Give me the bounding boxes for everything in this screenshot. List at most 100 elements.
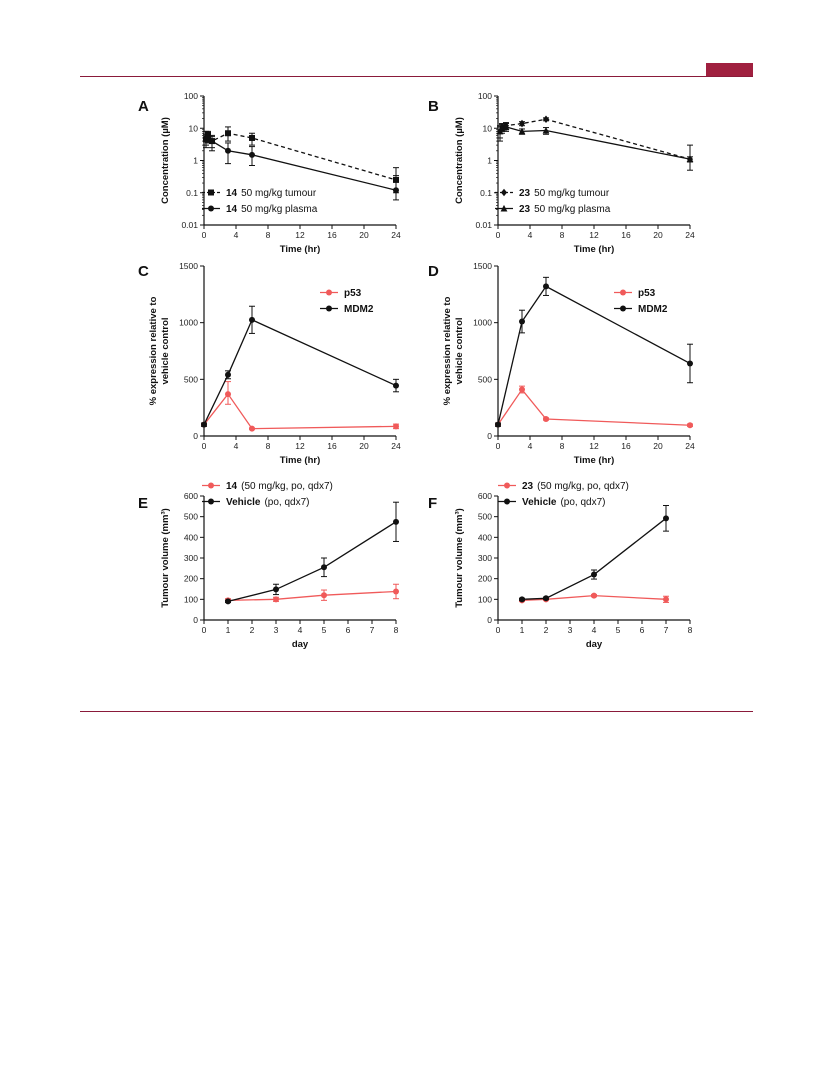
x-tick-label: 1 bbox=[520, 625, 525, 635]
y-tick-label: 100 bbox=[478, 91, 492, 101]
y-tick-label: 1 bbox=[487, 156, 492, 166]
data-point bbox=[205, 133, 211, 140]
legend-entry: MDM2 bbox=[638, 304, 668, 315]
legend-entry-number: 14 bbox=[226, 188, 238, 199]
panel-label: F bbox=[428, 495, 437, 512]
y-axis-label-line: % expression relative to bbox=[442, 296, 453, 405]
legend-entry-number: 14 bbox=[226, 481, 238, 492]
chart-panel-a: A 0 4 8 12 16 20 24 0.01 0.1 1 10 100 Time (hr) Concen… bbox=[138, 91, 401, 255]
data-point bbox=[518, 127, 526, 135]
legend-entry-number: Vehicle bbox=[522, 497, 557, 508]
y-tick-label: 100 bbox=[184, 91, 198, 101]
data-point bbox=[519, 318, 525, 325]
legend-marker bbox=[208, 205, 214, 212]
x-tick-label: 8 bbox=[688, 625, 693, 635]
data-point bbox=[201, 421, 207, 428]
y-tick-label: 0 bbox=[487, 431, 492, 441]
legend-entry-number: MDM2 bbox=[638, 304, 668, 315]
y-tick-label: 0.01 bbox=[475, 220, 492, 230]
series-line bbox=[499, 118, 691, 160]
legend-marker bbox=[208, 189, 214, 196]
x-tick-label: 8 bbox=[560, 230, 565, 240]
y-tick-label: 500 bbox=[478, 512, 492, 522]
y-axis-label-line: vehicle control bbox=[160, 317, 171, 384]
x-tick-label: 3 bbox=[274, 625, 279, 635]
x-axis-label: day bbox=[292, 639, 309, 650]
data-point bbox=[321, 564, 327, 571]
legend-entry: MDM2 bbox=[344, 304, 374, 315]
x-tick-label: 8 bbox=[560, 441, 565, 451]
legend-entry: 23 (50 mg/kg, po, qdx7) bbox=[522, 481, 629, 492]
x-tick-label: 0 bbox=[202, 230, 207, 240]
data-point bbox=[591, 571, 597, 578]
legend-marker bbox=[504, 482, 510, 489]
data-point bbox=[393, 382, 399, 389]
legend-entry-number: 14 bbox=[226, 204, 238, 215]
legend-entry-number: 23 bbox=[519, 204, 531, 215]
x-tick-label: 20 bbox=[359, 230, 369, 240]
x-tick-label: 6 bbox=[640, 625, 645, 635]
y-tick-label: 0.1 bbox=[186, 188, 198, 198]
data-point bbox=[519, 596, 525, 603]
y-tick-label: 100 bbox=[478, 594, 492, 604]
x-tick-label: 4 bbox=[234, 441, 239, 451]
legend-entry: Vehicle (po, qdx7) bbox=[522, 497, 606, 508]
chart-panel-d: D 0 4 8 12 16 20 24 0 500 1000 1500 Time (hr) % expre… bbox=[428, 261, 695, 466]
x-tick-label: 6 bbox=[346, 625, 351, 635]
x-axis-label: Time (hr) bbox=[574, 244, 614, 255]
y-tick-label: 200 bbox=[478, 574, 492, 584]
x-tick-label: 16 bbox=[327, 441, 337, 451]
data-point bbox=[249, 134, 255, 141]
legend-entry: 14 50 mg/kg plasma bbox=[226, 204, 318, 215]
x-axis-label: Time (hr) bbox=[574, 455, 614, 466]
x-tick-label: 16 bbox=[621, 441, 631, 451]
legend-marker bbox=[208, 482, 214, 489]
panel-label: A bbox=[138, 98, 149, 115]
chart-panel-b: B 0 4 8 12 16 20 24 0.01 0.1 1 10 100 Time (hr) Concen… bbox=[428, 91, 695, 255]
y-tick-label: 300 bbox=[184, 553, 198, 563]
panel-label: C bbox=[138, 263, 149, 280]
x-tick-label: 4 bbox=[298, 625, 303, 635]
legend-entry-text: 50 mg/kg tumour bbox=[241, 188, 317, 199]
y-axis-label: Concentration (µM) bbox=[160, 117, 171, 204]
legend-entry-number: 23 bbox=[519, 188, 531, 199]
data-point bbox=[249, 316, 255, 323]
series-line bbox=[203, 392, 397, 430]
x-tick-label: 12 bbox=[589, 230, 599, 240]
y-tick-label: 10 bbox=[189, 123, 199, 133]
legend-entry: Vehicle (po, qdx7) bbox=[226, 497, 310, 508]
y-axis-label-line: % expression relative to bbox=[148, 296, 159, 405]
data-point bbox=[393, 187, 399, 194]
legend-entry: 14 50 mg/kg tumour bbox=[226, 188, 317, 199]
y-tick-label: 1 bbox=[193, 156, 198, 166]
legend-entry-text: (50 mg/kg, po, qdx7) bbox=[241, 481, 333, 492]
legend-marker bbox=[501, 188, 507, 197]
y-tick-label: 600 bbox=[478, 491, 492, 501]
y-axis-label: Tumour volume (mm³) bbox=[160, 508, 171, 608]
data-point bbox=[249, 151, 255, 158]
data-point bbox=[225, 147, 231, 154]
x-tick-label: 0 bbox=[202, 625, 207, 635]
y-axis-label-line: vehicle control bbox=[454, 317, 465, 384]
legend-entry-number: 23 bbox=[522, 481, 534, 492]
series-line bbox=[203, 318, 397, 425]
data-point bbox=[543, 595, 549, 602]
legend-entry-number: p53 bbox=[344, 288, 362, 299]
series-line bbox=[205, 135, 397, 191]
data-point bbox=[519, 386, 525, 393]
data-point bbox=[519, 119, 525, 128]
x-tick-label: 4 bbox=[528, 230, 533, 240]
y-tick-label: 10 bbox=[483, 123, 493, 133]
legend-marker bbox=[326, 289, 332, 296]
x-tick-label: 24 bbox=[391, 441, 401, 451]
x-tick-label: 24 bbox=[685, 441, 695, 451]
x-tick-label: 7 bbox=[370, 625, 375, 635]
y-tick-label: 500 bbox=[184, 512, 198, 522]
data-point bbox=[687, 422, 693, 429]
data-point bbox=[225, 130, 231, 137]
x-tick-label: 2 bbox=[544, 625, 549, 635]
data-point bbox=[687, 360, 693, 367]
data-point bbox=[273, 596, 279, 603]
x-axis-label: Time (hr) bbox=[280, 244, 320, 255]
